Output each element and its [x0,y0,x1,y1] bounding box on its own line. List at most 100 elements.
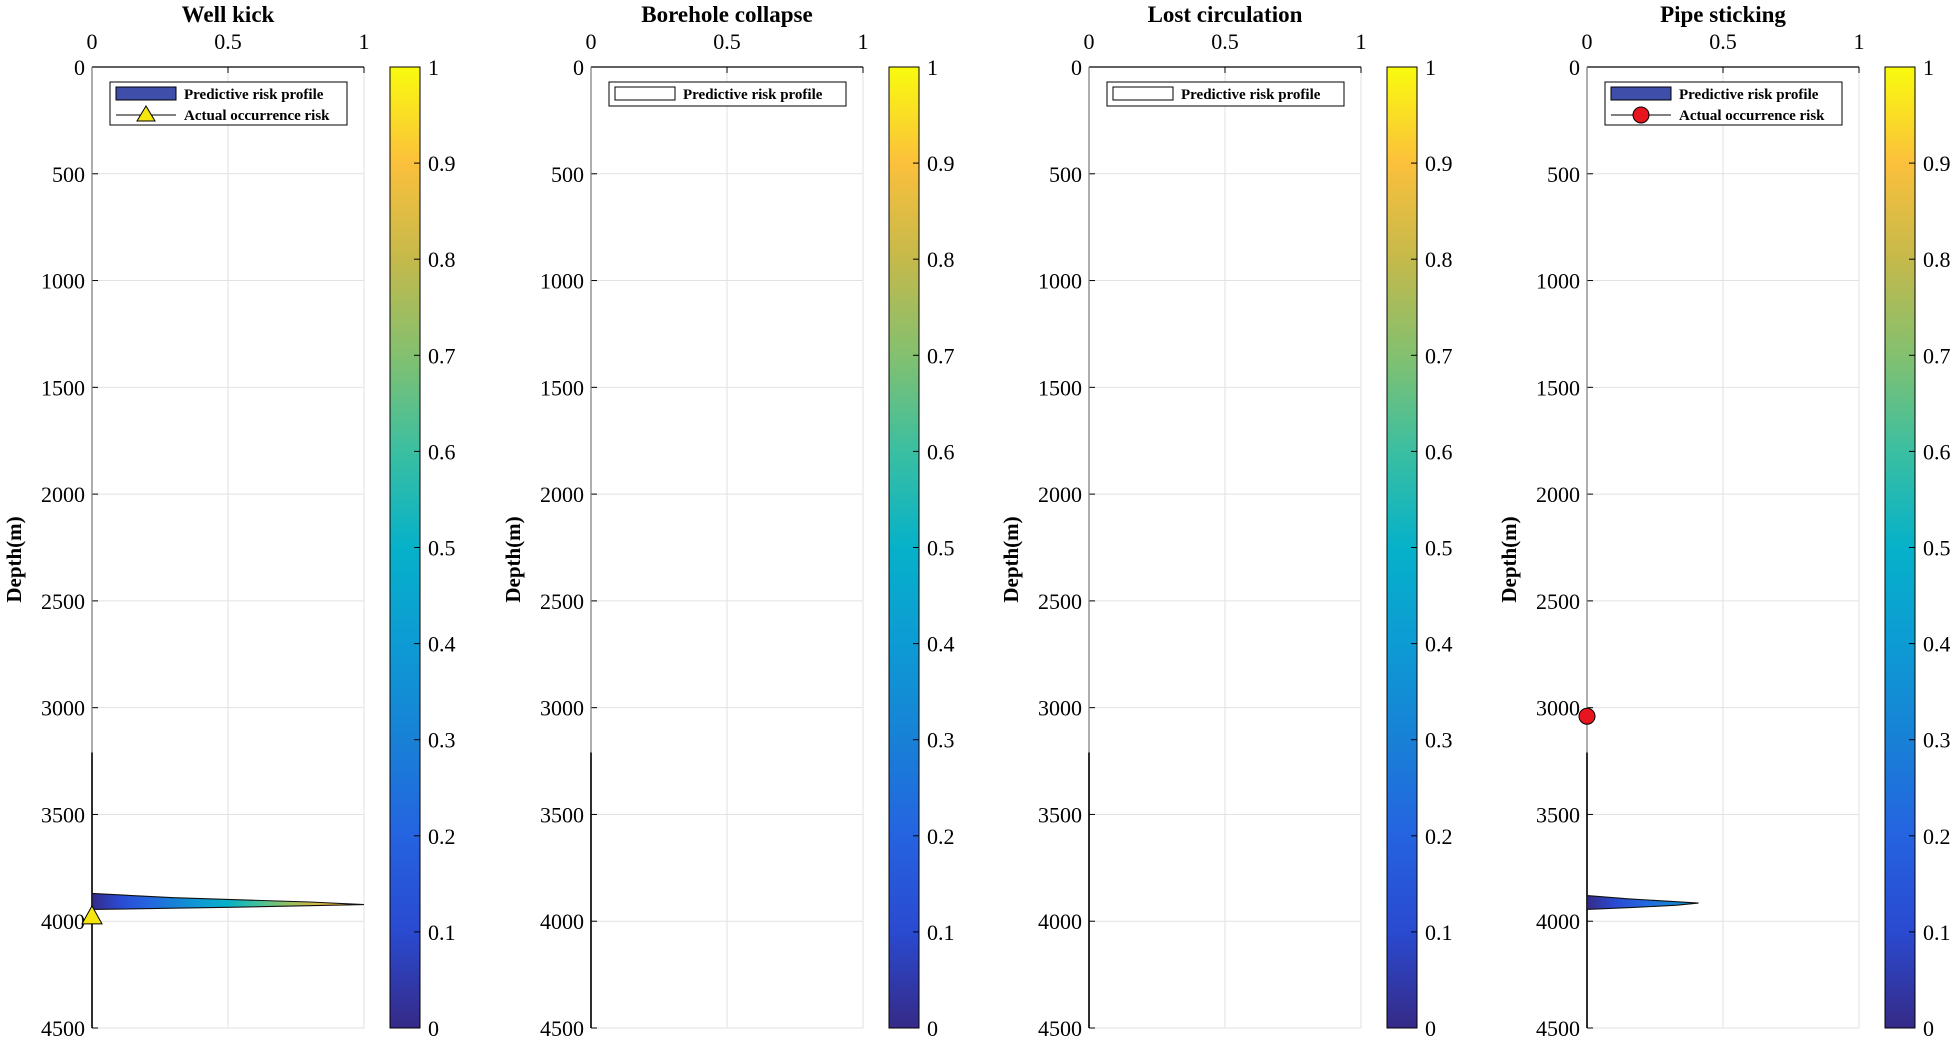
legend-profile-label: Predictive risk profile [683,87,823,103]
colorbar-tick-label: 0.5 [1923,536,1950,561]
colorbar-tick-label: 1 [1923,55,1934,80]
colorbar-tick-label: 0.7 [1425,343,1453,368]
colorbar-tick-label: 0.3 [428,728,456,753]
colorbar: 0 0.1 0.2 0.3 0.4 0.5 0.6 0.7 0.8 0.9 1 [389,55,456,1041]
subplot-4: Pipe sticking 0 500 1000 1500 2000 2500 3000 350… [1497,2,1950,1041]
legend-actual-marker [1632,106,1650,124]
y-tick-label: 4000 [540,909,584,934]
x-tick-label: 0.5 [214,29,242,54]
y-tick-label: 4500 [41,1016,85,1041]
colorbar-tick-label: 0.1 [927,920,955,945]
y-tick-label: 1000 [1536,269,1580,294]
colorbar-tick-label: 0.5 [927,536,955,561]
legend-profile-swatch [614,86,676,101]
y-tick-label: 4000 [41,909,85,934]
x-tick-label: 1 [1356,29,1367,54]
legend-profile-label: Predictive risk profile [1679,87,1819,103]
legend: Predictive risk profile [1106,81,1345,107]
y-tick-label: 2000 [1038,482,1082,507]
colorbar-tick-label: 0.5 [428,536,456,561]
colorbar-tick-label: 0.4 [1923,632,1950,657]
y-tick-label: 3000 [1536,696,1580,721]
legend-actual-label: Actual occurrence risk [184,108,330,124]
y-tick-label: 4500 [1038,1016,1082,1041]
y-tick-label: 1000 [41,269,85,294]
colorbar-tick-label: 0.2 [1425,824,1453,849]
x-tick-label: 0 [1582,29,1593,54]
legend-profile-label: Predictive risk profile [184,87,324,103]
y-axis-label: Depth(m) [2,516,26,602]
y-axis-label: Depth(m) [1497,516,1521,602]
y-tick-label: 1500 [540,375,584,400]
colorbar-tick-label: 0 [428,1016,439,1041]
colorbar-tick-label: 0 [927,1016,938,1041]
colorbar-tick-label: 0.4 [428,632,456,657]
legend-profile-swatch [1112,86,1174,101]
colorbar-tick-label: 0.4 [927,632,955,657]
x-tick-label: 0 [1084,29,1095,54]
colorbar-tick-label: 0.6 [927,439,955,464]
colorbar-tick-label: 0.9 [1923,151,1950,176]
y-tick-label: 2500 [1536,589,1580,614]
colorbar-tick-label: 0.2 [1923,824,1950,849]
legend: Predictive risk profile Actual occurrence… [109,81,348,126]
colorbar-tick-label: 0.9 [927,151,955,176]
colorbar-tick-label: 0.1 [1923,920,1950,945]
y-tick-label: 0 [1071,55,1082,80]
actual-risk-marker [81,904,103,925]
chart-title: Well kick [182,2,275,27]
colorbar-tick-label: 0.5 [1425,536,1453,561]
legend-actual-marker [136,105,156,122]
y-tick-label: 3500 [1038,802,1082,827]
legend-profile-swatch [115,86,177,101]
colorbar-tick-label: 0.1 [1425,920,1453,945]
colorbar-tick-label: 0.8 [927,247,955,272]
x-tick-label: 1 [1854,29,1865,54]
x-tick-label: 1 [858,29,869,54]
colorbar-tick-label: 0.9 [1425,151,1453,176]
legend-profile-swatch [1610,86,1672,101]
risk-profile-area [1586,895,1699,911]
y-tick-label: 4000 [1038,909,1082,934]
y-tick-label: 0 [1569,55,1580,80]
x-tick-label: 0 [586,29,597,54]
colorbar-tick-label: 0.7 [428,343,456,368]
colorbar-tick-label: 0.4 [1425,632,1453,657]
colorbar-tick-label: 0.1 [428,920,456,945]
subplot-2: Borehole collapse 0 500 1000 1500 2000 2500 300… [501,2,955,1041]
colorbar-tick-label: 1 [1425,55,1436,80]
y-tick-label: 1000 [1038,269,1082,294]
legend-actual-label: Actual occurrence risk [1679,108,1825,124]
y-tick-label: 1000 [540,269,584,294]
x-tick-label: 1 [359,29,370,54]
y-tick-label: 500 [1547,162,1580,187]
y-tick-label: 2000 [1536,482,1580,507]
colorbar: 0 0.1 0.2 0.3 0.4 0.5 0.6 0.7 0.8 0.9 1 [888,55,955,1041]
y-tick-label: 500 [1049,162,1082,187]
y-tick-label: 2500 [540,589,584,614]
colorbar-tick-label: 0.8 [428,247,456,272]
y-tick-label: 3500 [540,802,584,827]
colorbar-tick-label: 0.3 [1923,728,1950,753]
y-tick-label: 2500 [1038,589,1082,614]
y-tick-label: 0 [573,55,584,80]
y-tick-label: 3000 [540,696,584,721]
y-axis-label: Depth(m) [501,516,525,602]
colorbar-tick-label: 0.6 [1425,439,1453,464]
colorbar-tick-label: 0.6 [428,439,456,464]
colorbar: 0 0.1 0.2 0.3 0.4 0.5 0.6 0.7 0.8 0.9 1 [1884,55,1950,1041]
y-tick-label: 3500 [1536,802,1580,827]
y-tick-label: 3500 [41,802,85,827]
x-tick-label: 0.5 [1211,29,1239,54]
legend-profile-label: Predictive risk profile [1181,87,1321,103]
x-tick-label: 0.5 [713,29,741,54]
colorbar-tick-label: 0.9 [428,151,456,176]
y-tick-label: 4500 [1536,1016,1580,1041]
colorbar-tick-label: 0.8 [1425,247,1453,272]
y-tick-label: 2000 [41,482,85,507]
y-tick-label: 4000 [1536,909,1580,934]
colorbar: 0 0.1 0.2 0.3 0.4 0.5 0.6 0.7 0.8 0.9 1 [1386,55,1453,1041]
colorbar-tick-label: 0.2 [927,824,955,849]
y-tick-label: 0 [74,55,85,80]
